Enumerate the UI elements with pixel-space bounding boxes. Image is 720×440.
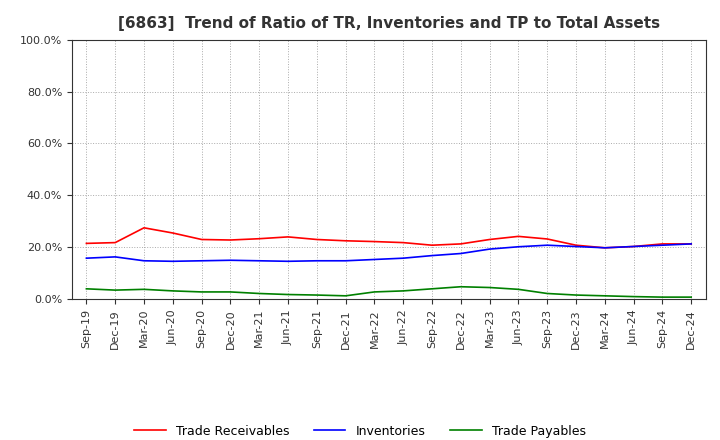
Trade Receivables [111,240,120,245]
Trade Payables [168,288,177,293]
Inventories [140,258,148,264]
Trade Payables [658,294,667,300]
Trade Payables [312,293,321,298]
Trade Receivables [514,234,523,239]
Trade Payables [485,285,494,290]
Trade Receivables [572,242,580,248]
Inventories [428,253,436,258]
Inventories [543,242,552,248]
Trade Receivables [687,241,696,246]
Trade Payables [255,291,264,296]
Trade Payables [687,294,696,300]
Trade Payables [629,294,638,299]
Trade Payables [341,293,350,298]
Trade Receivables [284,234,292,239]
Line: Inventories: Inventories [86,244,691,261]
Inventories [197,258,206,264]
Inventories [572,244,580,249]
Inventories [226,258,235,263]
Trade Payables [456,284,465,290]
Trade Payables [226,289,235,294]
Inventories [255,258,264,264]
Inventories [485,246,494,252]
Trade Payables [82,286,91,291]
Trade Receivables [428,242,436,248]
Trade Payables [514,287,523,292]
Inventories [456,251,465,256]
Line: Trade Receivables: Trade Receivables [86,228,691,248]
Trade Receivables [312,237,321,242]
Trade Receivables [485,237,494,242]
Inventories [370,257,379,262]
Legend: Trade Receivables, Inventories, Trade Payables: Trade Receivables, Inventories, Trade Pa… [130,420,590,440]
Trade Receivables [370,239,379,244]
Inventories [168,259,177,264]
Trade Payables [284,292,292,297]
Trade Receivables [600,245,609,250]
Trade Payables [543,291,552,296]
Trade Receivables [168,231,177,236]
Trade Receivables [140,225,148,231]
Trade Payables [600,293,609,298]
Trade Receivables [658,241,667,246]
Inventories [111,254,120,260]
Trade Payables [428,286,436,291]
Trade Receivables [341,238,350,243]
Trade Payables [111,287,120,293]
Inventories [658,242,667,248]
Trade Receivables [255,236,264,242]
Inventories [341,258,350,264]
Inventories [629,244,638,249]
Line: Trade Payables: Trade Payables [86,287,691,297]
Inventories [600,245,609,250]
Trade Payables [572,293,580,298]
Trade Payables [399,288,408,293]
Trade Receivables [226,237,235,242]
Inventories [687,241,696,246]
Inventories [312,258,321,264]
Trade Payables [370,289,379,294]
Trade Receivables [82,241,91,246]
Inventories [82,256,91,261]
Trade Receivables [543,236,552,242]
Trade Payables [197,289,206,294]
Trade Receivables [456,241,465,246]
Inventories [399,256,408,261]
Title: [6863]  Trend of Ratio of TR, Inventories and TP to Total Assets: [6863] Trend of Ratio of TR, Inventories… [118,16,660,32]
Trade Payables [140,287,148,292]
Trade Receivables [399,240,408,245]
Inventories [284,259,292,264]
Trade Receivables [197,237,206,242]
Inventories [514,244,523,249]
Trade Receivables [629,244,638,249]
